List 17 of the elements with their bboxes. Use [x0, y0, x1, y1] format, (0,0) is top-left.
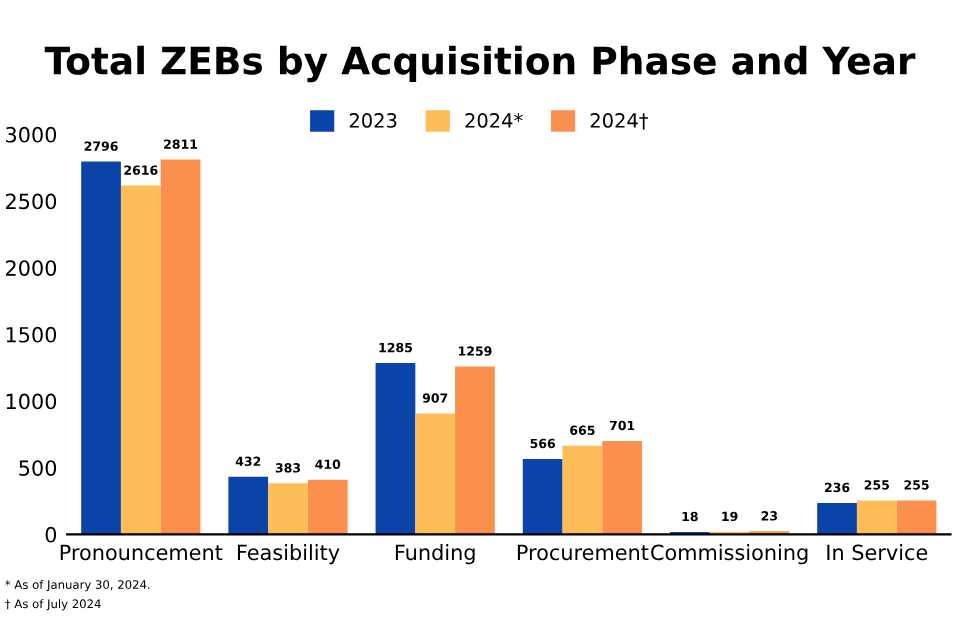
y-tick-label: 0 — [45, 526, 57, 543]
y-tick-label: 1500 — [6, 326, 57, 343]
x-tick-label: Funding — [395, 544, 475, 565]
x-tick-label: Pronouncement — [60, 544, 223, 561]
x-tick-label: Commissioning — [651, 544, 808, 565]
chart-title: Total ZEBs by Acquisition Phase and Year — [44, 45, 916, 83]
y-tick-label: 2000 — [5, 260, 57, 276]
y-tick-label: 500 — [19, 460, 57, 476]
x-tick-label: Feasibility — [237, 544, 340, 565]
legend-label: 2024† — [590, 113, 648, 130]
y-tick-label: 3000 — [6, 126, 57, 143]
legend-label: 2023 — [349, 113, 397, 128]
legend-label: 2024* — [465, 113, 523, 128]
x-tick-label: Procurement — [517, 544, 649, 561]
y-tick-label: 2500 — [5, 193, 57, 210]
x-tick-label: In Service — [827, 544, 928, 561]
y-tick-label: 1000 — [6, 393, 57, 410]
